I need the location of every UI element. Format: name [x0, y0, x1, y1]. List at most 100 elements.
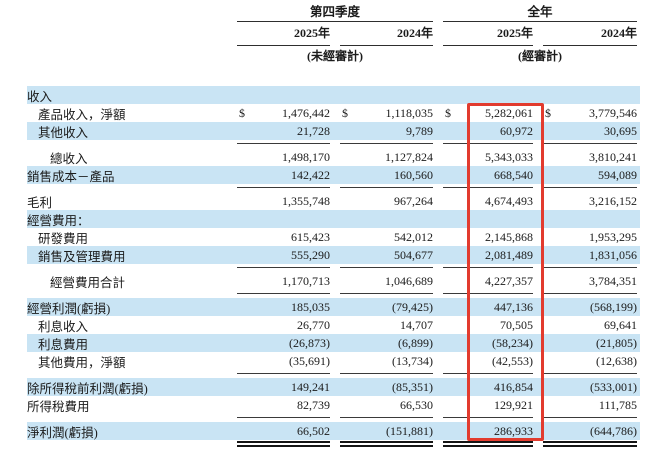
value-cell: 1,355,748 — [237, 194, 330, 209]
rule-line — [340, 187, 433, 188]
row-label: 收入 — [27, 89, 53, 104]
value-cell: 142,422 — [237, 168, 330, 183]
value: 149,241 — [291, 379, 330, 394]
row-label: 產品收入，淨額 — [38, 107, 126, 122]
value: 111,785 — [598, 397, 637, 412]
rule-line — [237, 293, 330, 294]
value: 66,530 — [400, 397, 433, 412]
rule-cell — [443, 441, 533, 448]
rule-line — [237, 373, 330, 374]
table-header: 第四季度 2025年 2024年 (未經審計) 全年 2025年 2024年 (… — [0, 0, 650, 66]
rule-cell — [543, 293, 640, 298]
value: (85,351) — [392, 379, 433, 394]
row-label: 其他費用，淨額 — [38, 355, 126, 370]
currency-symbol: $ — [545, 105, 551, 120]
value-cell: (26,873) — [237, 336, 330, 351]
rule-line — [237, 417, 330, 418]
value-cell: 1,953,295 — [543, 230, 640, 245]
value: 668,540 — [494, 167, 533, 182]
value: (21,805) — [596, 335, 637, 350]
value-cell: $1,476,442 — [237, 106, 330, 121]
subtotal-rule — [27, 290, 640, 298]
value: 1,170,713 — [282, 273, 330, 288]
rule-line — [443, 143, 533, 144]
year-column-label: 2025年 — [237, 22, 330, 46]
table-row: 其他收入 21,728 9,789 60,972 30,695 — [27, 122, 640, 140]
header-group-full-year: 全年 2025年 2024年 (經審計) — [443, 3, 637, 66]
rule-cell — [237, 293, 330, 298]
rule-line — [340, 417, 433, 418]
value-cell: 1,170,713 — [237, 274, 330, 289]
rule-cell — [340, 187, 433, 192]
row-label: 經營費用： — [27, 213, 90, 228]
rule-cell — [543, 267, 640, 272]
table-row: 銷售成本－產品 142,422 160,560 668,540 594,089 — [27, 166, 640, 184]
value: 615,423 — [291, 229, 330, 244]
value: 1,498,170 — [282, 149, 330, 164]
rule-cell — [237, 267, 330, 272]
value: 594,089 — [598, 167, 637, 182]
rule-cell — [340, 441, 433, 448]
table-row: 毛利 1,355,748 967,264 4,674,493 3,216,152 — [27, 192, 640, 210]
value: 1,355,748 — [282, 193, 330, 208]
rule-line — [340, 267, 433, 268]
value-cell: 504,677 — [340, 248, 433, 263]
rule-cell — [237, 441, 330, 448]
value: (13,734) — [392, 353, 433, 368]
table-row: 收入 — [27, 86, 640, 104]
row-label: 所得稅費用 — [27, 399, 90, 414]
table-row: 研發費用 615,423 542,012 2,145,868 1,953,295 — [27, 228, 640, 246]
value: 160,560 — [394, 167, 433, 182]
value: 3,216,152 — [589, 193, 637, 208]
value: 1,831,056 — [589, 247, 637, 262]
rule-line — [543, 187, 637, 188]
value: 9,789 — [406, 123, 433, 138]
rule-cell — [543, 417, 640, 422]
value-cell: (42,553) — [443, 354, 533, 369]
value-cell: 149,241 — [237, 380, 330, 395]
subtotal-rule — [27, 184, 640, 192]
value: 60,972 — [500, 123, 533, 138]
value-cell: 14,707 — [340, 318, 433, 333]
audit-note-unaudited: (未經審計) — [307, 49, 363, 63]
rule-line — [443, 373, 533, 374]
value-cell: 60,972 — [443, 124, 533, 139]
table-row: 其他費用，淨額 (35,691) (13,734) (42,553) (12,638) — [27, 352, 640, 370]
value: 555,290 — [291, 247, 330, 262]
table-row: 利息費用 (26,873) (6,899) (58,234) (21,805) — [27, 334, 640, 352]
value-cell: 416,854 — [443, 380, 533, 395]
value-cell: (58,234) — [443, 336, 533, 351]
value: (568,199) — [590, 299, 637, 314]
rule-cell — [443, 373, 533, 378]
value-cell: 82,739 — [237, 398, 330, 413]
rule-line — [340, 143, 433, 144]
rule-cell — [443, 187, 533, 192]
value: 3,779,546 — [589, 105, 637, 120]
value-cell: 967,264 — [340, 194, 433, 209]
rule-line — [443, 417, 533, 418]
table-row: 淨利潤(虧損) 66,502 (151,881) 286,933 (644,786) — [27, 422, 640, 440]
value: (42,553) — [492, 353, 533, 368]
value-cell: 3,216,152 — [543, 194, 640, 209]
value: 69,641 — [604, 317, 637, 332]
rule-line — [443, 187, 533, 188]
row-label: 毛利 — [27, 195, 53, 210]
row-label: 經營費用合計 — [50, 275, 126, 290]
value-cell: 129,921 — [443, 398, 533, 413]
value-cell: 9,789 — [340, 124, 433, 139]
table-row: 總收入 1,498,170 1,127,824 5,343,033 3,810,241 — [27, 148, 640, 166]
value-cell: 286,933 — [443, 424, 533, 439]
value: (58,234) — [492, 335, 533, 350]
value: (533,001) — [590, 379, 637, 394]
value-cell: (35,691) — [237, 354, 330, 369]
value-cell: 555,290 — [237, 248, 330, 263]
value: 70,505 — [500, 317, 533, 332]
value-cell: 111,785 — [543, 398, 640, 413]
rule-line — [443, 293, 533, 294]
value-cell: (644,786) — [543, 424, 640, 439]
rule-cell — [237, 417, 330, 422]
value: 3,784,351 — [589, 273, 637, 288]
value-cell: 615,423 — [237, 230, 330, 245]
rule-line — [543, 267, 637, 268]
value: 286,933 — [494, 423, 533, 438]
